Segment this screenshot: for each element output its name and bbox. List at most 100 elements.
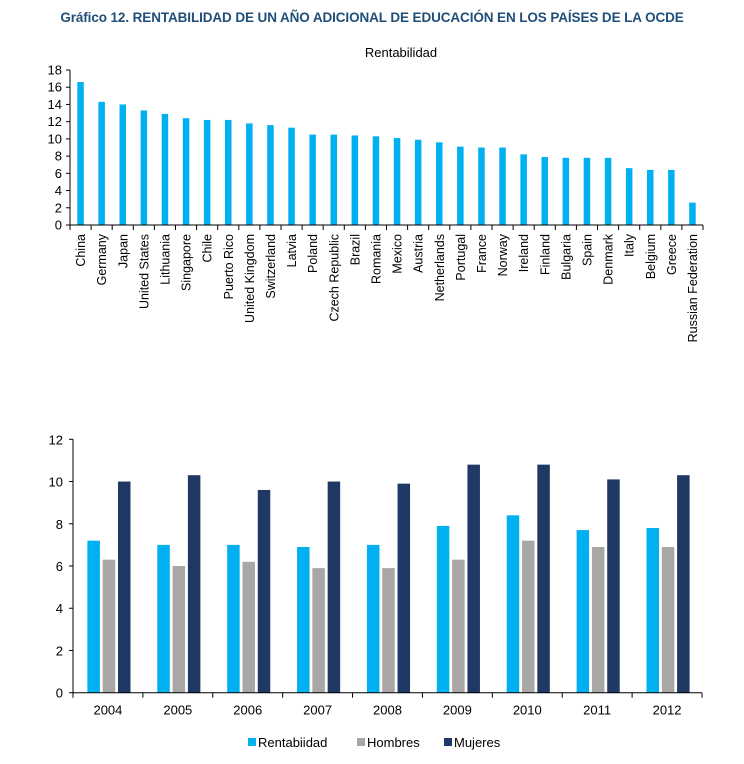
x-category-label: Latvia — [285, 234, 299, 267]
x-category-label: Brazil — [348, 234, 362, 265]
x-category-label: 2009 — [443, 703, 472, 718]
bar-netherlands — [436, 142, 443, 225]
bar-2007-mujeres — [327, 481, 341, 693]
chart1-title: Rentabilidad — [365, 45, 437, 60]
bar-finland — [541, 156, 548, 225]
x-category-label: Austria — [412, 234, 426, 273]
bar-singapore — [182, 118, 190, 225]
x-category-label: Finland — [538, 234, 552, 275]
legend-swatch-rentabilidad — [248, 738, 256, 746]
bar-puerto-rico — [225, 119, 232, 225]
y-tick-label: 12 — [49, 432, 63, 447]
bar-latvia — [288, 127, 295, 225]
x-category-label: Japan — [116, 234, 130, 268]
bar-2008-hombres — [382, 568, 395, 693]
bar-russian-federation — [689, 202, 696, 225]
bar-2005-mujeres — [187, 475, 201, 693]
x-category-label: United States — [137, 234, 151, 309]
bar-germany — [98, 101, 105, 225]
bar-chile — [203, 119, 211, 225]
legend-label-mujeres: Mujeres — [454, 735, 501, 750]
x-category-label: Germany — [95, 233, 109, 285]
bar-greece — [668, 169, 675, 225]
y-tick-label: 6 — [55, 166, 62, 181]
y-tick-label: 14 — [48, 97, 62, 112]
bar-2007-hombres — [312, 568, 325, 693]
x-category-label: 2008 — [373, 703, 402, 718]
bar-japan — [119, 104, 126, 225]
bar-mexico — [393, 138, 401, 225]
y-tick-label: 12 — [48, 114, 62, 129]
bar-2005-hombres — [172, 566, 186, 693]
y-tick-label: 8 — [56, 517, 63, 532]
x-category-label: Greece — [665, 234, 679, 275]
x-category-label: Netherlands — [433, 234, 447, 301]
x-category-label: Switzerland — [264, 234, 278, 299]
legend-label-hombres: Hombres — [367, 735, 420, 750]
x-category-label: Singapore — [180, 234, 194, 291]
bar-czech-republic — [330, 134, 337, 225]
x-category-label: Lithuania — [158, 234, 172, 285]
x-category-label: United Kingdom — [243, 234, 257, 323]
x-category-label: 2012 — [653, 703, 682, 718]
chart2-legend: Rentabiidad Hombres Mujeres — [248, 735, 501, 750]
bar-italy — [625, 168, 633, 225]
bar-ireland — [520, 154, 527, 225]
bar-belgium — [647, 169, 654, 225]
bar-china — [77, 82, 84, 225]
bar-united-states — [140, 110, 148, 225]
bar-2012-rentabilidad — [646, 527, 660, 693]
y-tick-label: 10 — [48, 131, 62, 146]
x-category-label: 2010 — [513, 703, 542, 718]
bar-2006-hombres — [242, 561, 255, 693]
bar-2004-hombres — [102, 559, 116, 693]
y-tick-label: 4 — [56, 601, 63, 616]
x-category-label: China — [74, 234, 88, 267]
x-category-label: Belgium — [644, 234, 658, 279]
chart-rentabilidad-by-country: Rentabilidad 0 2 4 6 8 10 12 14 16 18 China Germany… — [48, 45, 704, 342]
bar-united-kingdom — [246, 123, 253, 225]
bar-denmark — [604, 157, 612, 225]
bar-2009-hombres — [452, 559, 465, 693]
x-category-label: Italy — [623, 233, 637, 257]
x-category-label: Chile — [201, 234, 215, 263]
bar-2009-mujeres — [467, 464, 480, 693]
y-tick-label: 18 — [48, 63, 62, 78]
x-category-label: Czech Republic — [327, 234, 341, 322]
bar-spain — [583, 157, 591, 225]
bar-2006-rentabilidad — [227, 544, 240, 693]
x-category-label: 2005 — [163, 703, 192, 718]
page-title: Gráfico 12. RENTABILIDAD DE UN AÑO ADICI… — [60, 10, 684, 25]
x-category-label: 2007 — [303, 703, 332, 718]
bar-switzerland — [267, 125, 274, 225]
bar-bulgaria — [562, 157, 570, 225]
x-category-label: Mexico — [391, 234, 405, 274]
bar-portugal — [457, 146, 464, 225]
x-category-label: 2011 — [583, 703, 611, 718]
x-category-label: Spain — [580, 234, 594, 266]
bar-norway — [499, 147, 506, 225]
x-category-label: Bulgaria — [559, 234, 573, 280]
bar-2011-rentabilidad — [576, 530, 590, 693]
bar-2010-mujeres — [537, 464, 550, 693]
bar-poland — [309, 134, 316, 225]
x-category-label: Norway — [496, 233, 510, 276]
bar-brazil — [351, 135, 359, 225]
bar-2008-rentabilidad — [366, 544, 380, 693]
x-category-label: Poland — [306, 234, 320, 273]
x-category-label: 2004 — [93, 703, 122, 718]
legend-label-rentabilidad: Rentabiidad — [258, 735, 327, 750]
bar-2012-mujeres — [677, 475, 690, 693]
y-tick-label: 0 — [56, 686, 63, 701]
y-tick-label: 0 — [55, 218, 62, 233]
x-category-label: France — [475, 234, 489, 273]
y-tick-label: 6 — [56, 559, 63, 574]
x-category-label: 2006 — [233, 703, 262, 718]
y-tick-label: 8 — [55, 149, 62, 164]
bar-austria — [414, 139, 422, 225]
y-tick-label: 2 — [56, 643, 63, 658]
bar-2008-mujeres — [397, 483, 411, 693]
bar-2005-rentabilidad — [157, 544, 170, 693]
y-tick-label: 10 — [49, 475, 63, 490]
bar-2004-rentabilidad — [87, 540, 100, 693]
